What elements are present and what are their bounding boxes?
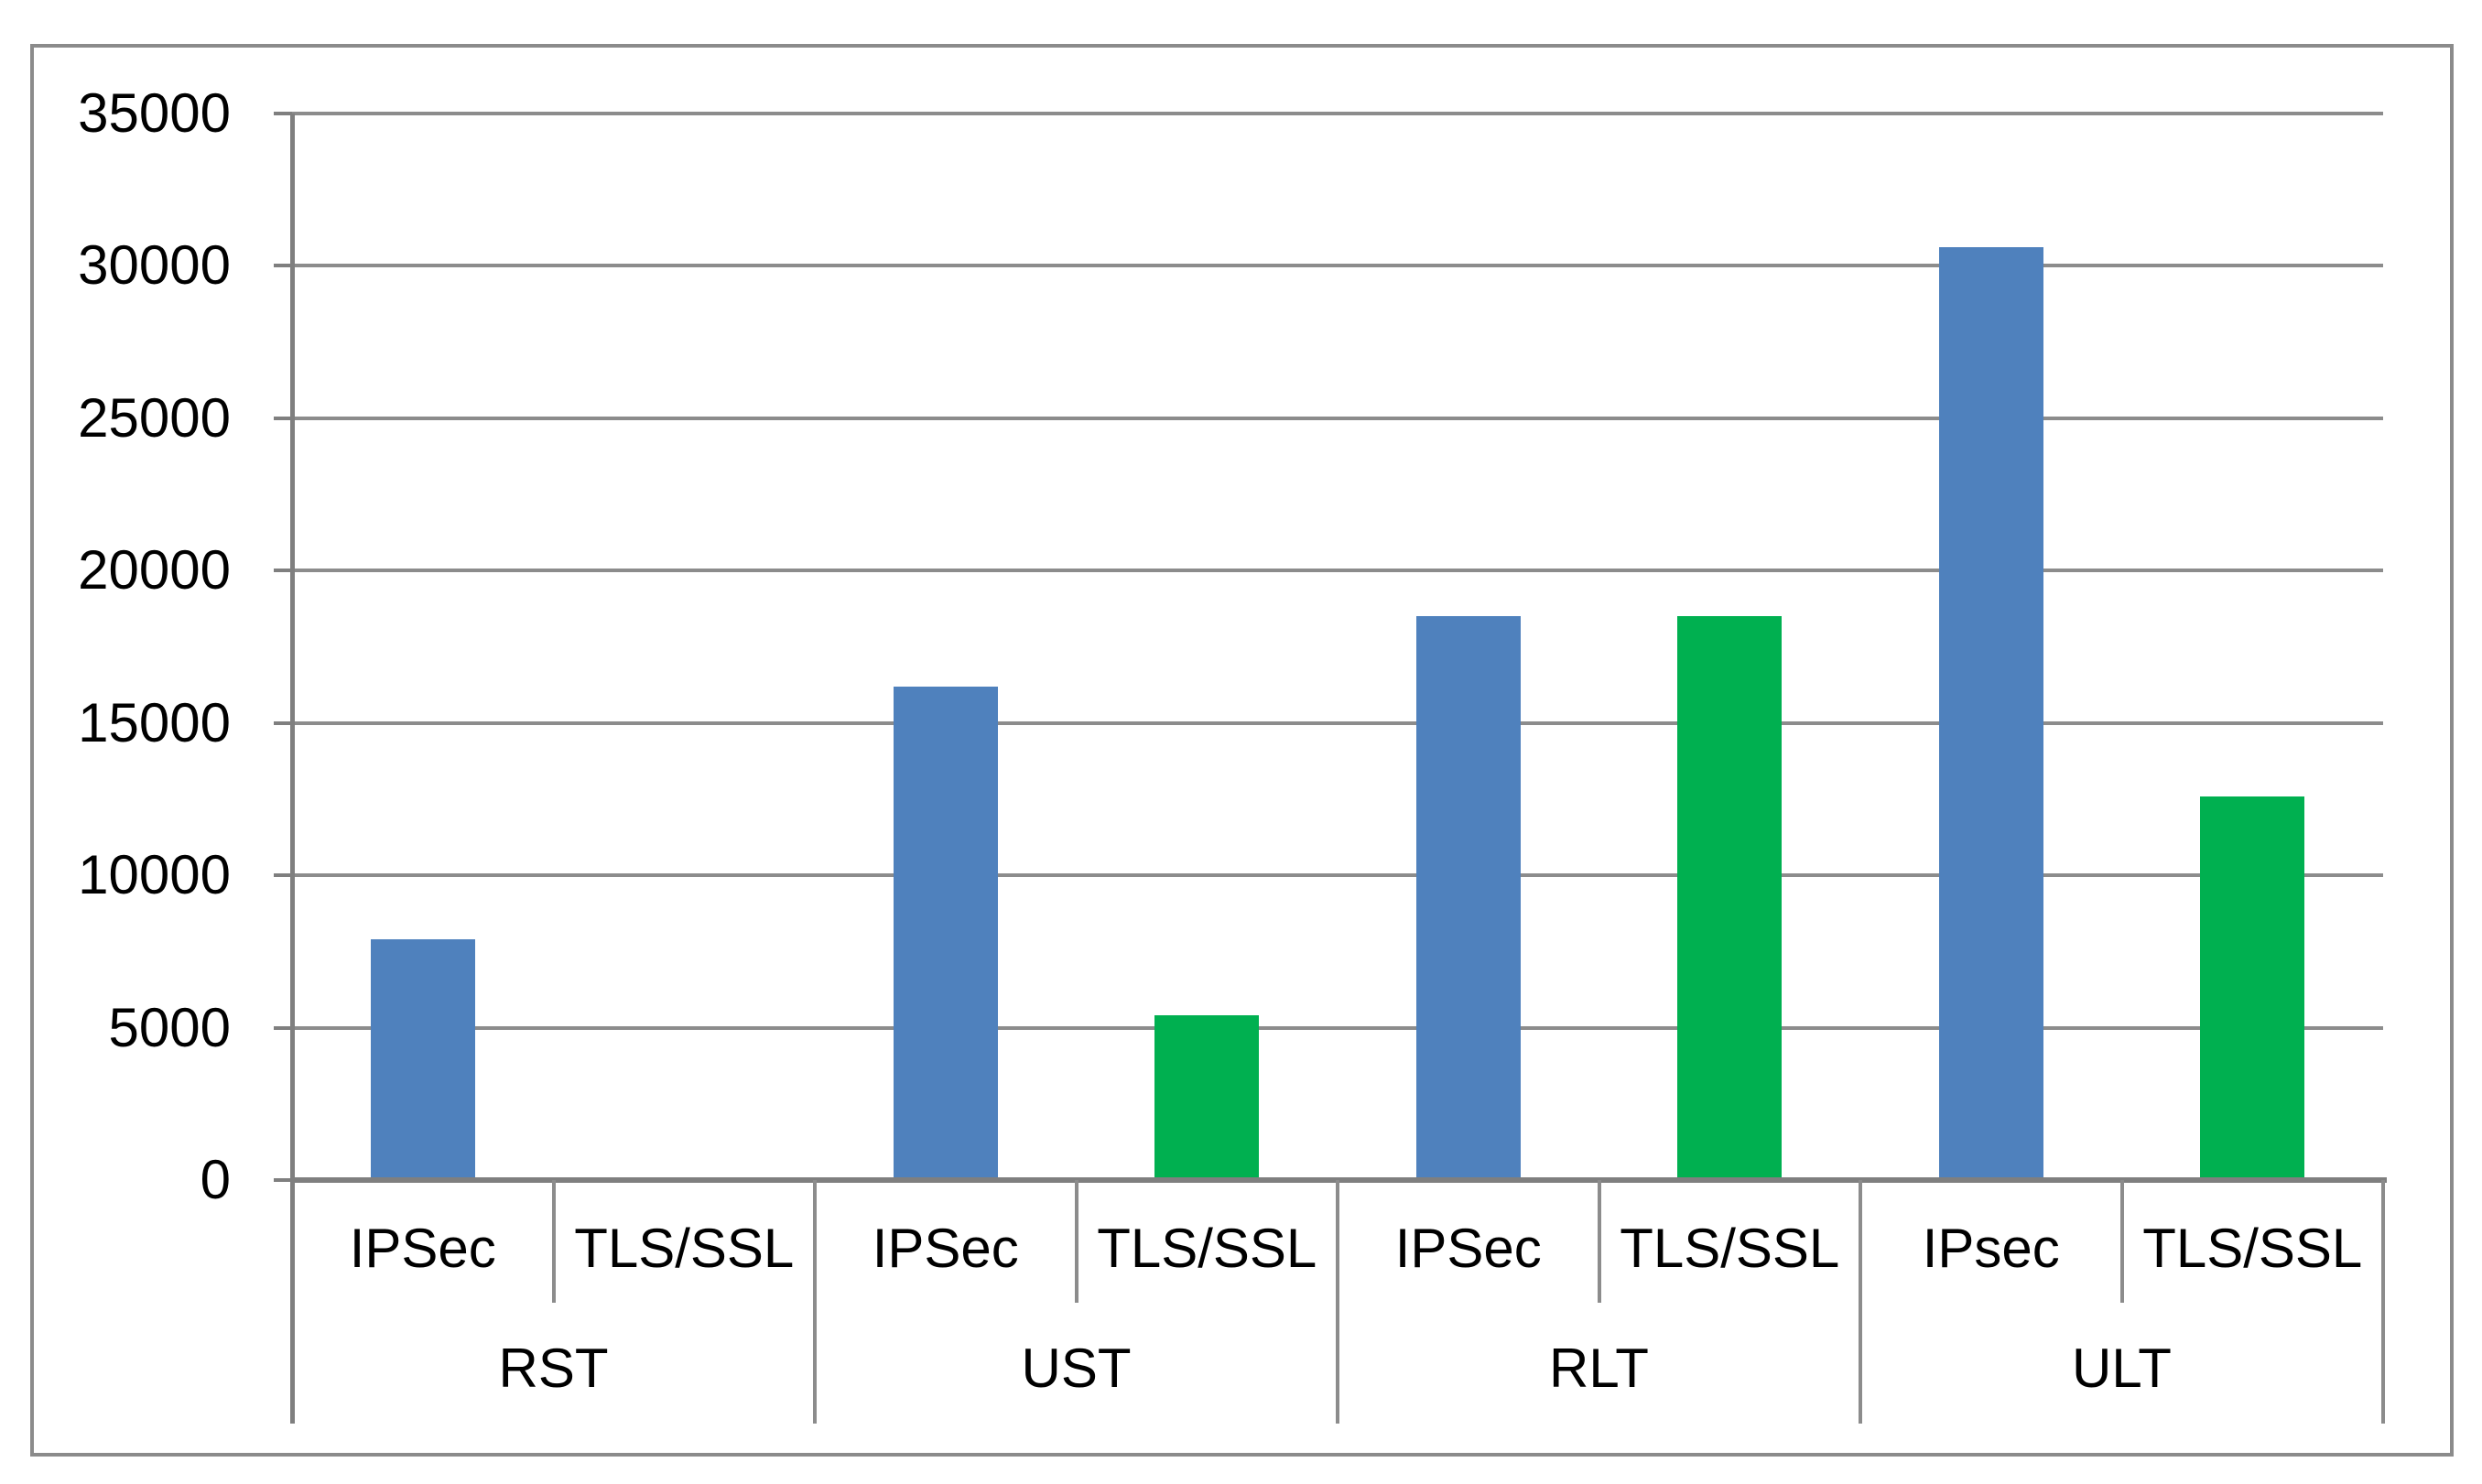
gridline [292, 569, 2383, 573]
bar-ust-tls-ssl [1154, 1015, 1259, 1180]
gridline [292, 264, 2383, 268]
group-separator [1859, 1180, 1862, 1424]
group-label-ust: UST [1021, 1337, 1132, 1399]
category-label-rst-tls-ssl: TLS/SSL [574, 1217, 795, 1279]
category-label-ust-ipsec: IPSec [872, 1217, 1019, 1279]
y-axis-tick [274, 569, 292, 573]
bar-rst-ipsec [371, 939, 475, 1180]
gridline [292, 873, 2383, 878]
y-axis-tick-label: 35000 [78, 82, 231, 144]
group-label-rst: RST [498, 1337, 609, 1399]
category-label-rst-ipsec: IPSec [349, 1217, 496, 1279]
group-separator [813, 1180, 817, 1424]
y-axis-tick-label: 5000 [108, 996, 231, 1058]
y-axis-tick [274, 112, 292, 115]
group-separator [1336, 1180, 1339, 1424]
gridline [292, 112, 2383, 115]
category-separator [1597, 1180, 1601, 1303]
y-axis-tick [274, 264, 292, 268]
category-label-ult-ipsec: IPsec [1922, 1217, 2060, 1279]
y-axis-line [290, 114, 295, 1424]
gridline [292, 720, 2383, 725]
gridline [292, 416, 2383, 420]
y-axis-tick [274, 873, 292, 878]
x-axis-line [292, 1177, 2387, 1183]
category-separator [1074, 1180, 1078, 1303]
y-axis-tick [274, 720, 292, 725]
chart-frame [30, 44, 2454, 1457]
group-separator [2381, 1180, 2385, 1424]
y-axis-tick [274, 1178, 292, 1182]
gridline [292, 1025, 2383, 1030]
y-axis-tick-label: 15000 [78, 691, 231, 753]
bar-rlt-ipsec [1416, 616, 1521, 1180]
category-label-rlt-tls-ssl: TLS/SSL [1620, 1217, 1840, 1279]
category-separator [551, 1180, 556, 1303]
y-axis-tick [274, 416, 292, 420]
category-label-ult-tls-ssl: TLS/SSL [2142, 1217, 2363, 1279]
group-label-rlt: RLT [1549, 1337, 1649, 1399]
y-axis-tick [274, 1025, 292, 1030]
y-axis-tick-label: 20000 [78, 539, 231, 601]
y-axis-tick-label: 0 [200, 1149, 231, 1210]
category-label-rlt-ipsec: IPSec [1394, 1217, 1542, 1279]
y-axis-tick-label: 25000 [78, 386, 231, 449]
bar-ult-tls-ssl [2200, 796, 2304, 1180]
category-separator [2119, 1180, 2124, 1303]
bar-ult-ipsec [1939, 247, 2043, 1180]
bar-rlt-tls-ssl [1677, 616, 1782, 1180]
y-axis-tick-label: 30000 [78, 234, 231, 297]
bar-ust-ipsec [894, 687, 998, 1180]
y-axis-tick-label: 10000 [78, 844, 231, 906]
group-label-ult: ULT [2072, 1337, 2172, 1399]
category-label-ust-tls-ssl: TLS/SSL [1097, 1217, 1317, 1279]
